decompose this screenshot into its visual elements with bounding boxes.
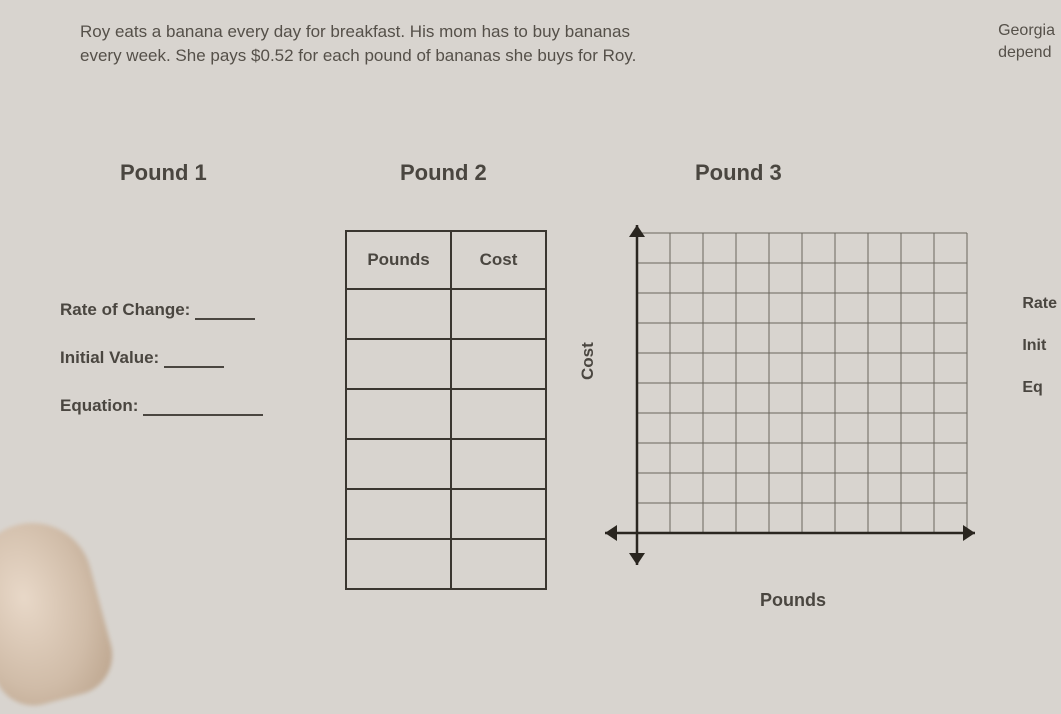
table-cell-pounds[interactable] bbox=[346, 339, 451, 389]
cutoff-right-labels: Rate Init Eq bbox=[1022, 295, 1057, 421]
chart-x-axis-label: Pounds bbox=[760, 590, 826, 611]
initial-value-line: Initial Value: bbox=[60, 348, 290, 368]
equation-label: Equation: bbox=[60, 396, 138, 415]
cutoff-right-eq: Eq bbox=[1022, 379, 1057, 397]
fill-in-blanks: Rate of Change: Initial Value: Equation: bbox=[60, 300, 290, 444]
table-row bbox=[346, 489, 546, 539]
equation-line: Equation: bbox=[60, 396, 290, 416]
pounds-cost-table: Pounds Cost bbox=[345, 230, 547, 590]
table-row bbox=[346, 389, 546, 439]
table-row bbox=[346, 439, 546, 489]
chart-y-axis-label: Cost bbox=[578, 342, 598, 380]
table-cell-cost[interactable] bbox=[451, 289, 546, 339]
rate-of-change-blank[interactable] bbox=[195, 301, 255, 320]
table-cell-cost[interactable] bbox=[451, 539, 546, 589]
section-label-pound1: Pound 1 bbox=[120, 160, 207, 186]
table-cell-pounds[interactable] bbox=[346, 439, 451, 489]
problem-line1: Roy eats a banana every day for breakfas… bbox=[80, 22, 630, 41]
rate-of-change-label: Rate of Change: bbox=[60, 300, 190, 319]
equation-blank[interactable] bbox=[143, 397, 263, 416]
problem-line2: every week. She pays $0.52 for each poun… bbox=[80, 46, 636, 65]
section-label-pound2: Pound 2 bbox=[400, 160, 487, 186]
table-row bbox=[346, 339, 546, 389]
problem-statement: Roy eats a banana every day for breakfas… bbox=[80, 20, 800, 68]
section-label-pound3: Pound 3 bbox=[695, 160, 782, 186]
cutoff-header-line2: depend bbox=[998, 44, 1051, 61]
cutoff-header-right: Georgia depend bbox=[998, 20, 1055, 65]
coordinate-grid bbox=[605, 225, 975, 565]
cutoff-right-init: Init bbox=[1022, 337, 1057, 355]
table-header-cost: Cost bbox=[451, 231, 546, 289]
pounds-cost-table-area: Pounds Cost bbox=[345, 230, 547, 590]
table-row bbox=[346, 289, 546, 339]
chart-area bbox=[605, 225, 975, 570]
table-cell-cost[interactable] bbox=[451, 439, 546, 489]
thumb-shadow bbox=[0, 510, 121, 714]
initial-value-blank[interactable] bbox=[164, 349, 224, 368]
table-row bbox=[346, 539, 546, 589]
table-cell-pounds[interactable] bbox=[346, 289, 451, 339]
table-cell-cost[interactable] bbox=[451, 489, 546, 539]
table-header-pounds: Pounds bbox=[346, 231, 451, 289]
cutoff-header-line1: Georgia bbox=[998, 22, 1055, 39]
table-cell-cost[interactable] bbox=[451, 389, 546, 439]
rate-of-change-line: Rate of Change: bbox=[60, 300, 290, 320]
table-cell-pounds[interactable] bbox=[346, 489, 451, 539]
table-cell-pounds[interactable] bbox=[346, 539, 451, 589]
table-body bbox=[346, 289, 546, 589]
cutoff-right-rate: Rate bbox=[1022, 295, 1057, 313]
table-header-row: Pounds Cost bbox=[346, 231, 546, 289]
initial-value-label: Initial Value: bbox=[60, 348, 159, 367]
table-cell-pounds[interactable] bbox=[346, 389, 451, 439]
table-cell-cost[interactable] bbox=[451, 339, 546, 389]
